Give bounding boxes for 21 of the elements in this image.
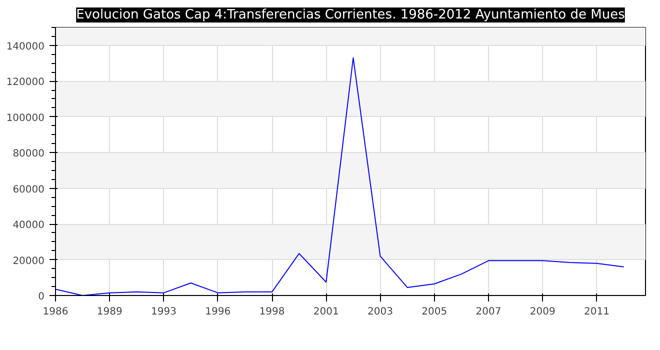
- y-tick-label: 120000: [6, 77, 45, 88]
- x-tick-label: 2005: [422, 306, 448, 318]
- x-tick-label: 1993: [151, 306, 176, 318]
- y-tick-label: 40000: [12, 220, 44, 232]
- x-tick-label: 2011: [584, 306, 610, 318]
- x-tick-label: 1989: [96, 306, 122, 318]
- x-tick-label: 1996: [205, 306, 231, 318]
- x-tick-label: 2009: [530, 306, 556, 318]
- x-tick-label: 1986: [42, 306, 68, 318]
- x-tick-label: 2003: [368, 306, 393, 318]
- x-tick-label: 2001: [313, 306, 339, 318]
- y-tick-label: 80000: [12, 148, 44, 160]
- y-tick-label: 20000: [12, 256, 44, 267]
- y-tick-label: 60000: [12, 184, 44, 196]
- y-tick-label: 0: [38, 292, 45, 302]
- x-tick-label: 1998: [259, 306, 285, 318]
- x-tick-label: 2007: [476, 306, 502, 318]
- chart-title: Evolucion Gatos Cap 4:Transferencias Corrientes. 1986-2012 Ayuntamiento de Mues: [76, 8, 626, 22]
- y-tick-label: 140000: [6, 41, 45, 52]
- y-tick-label: 100000: [6, 112, 45, 124]
- line-series: [56, 57, 624, 296]
